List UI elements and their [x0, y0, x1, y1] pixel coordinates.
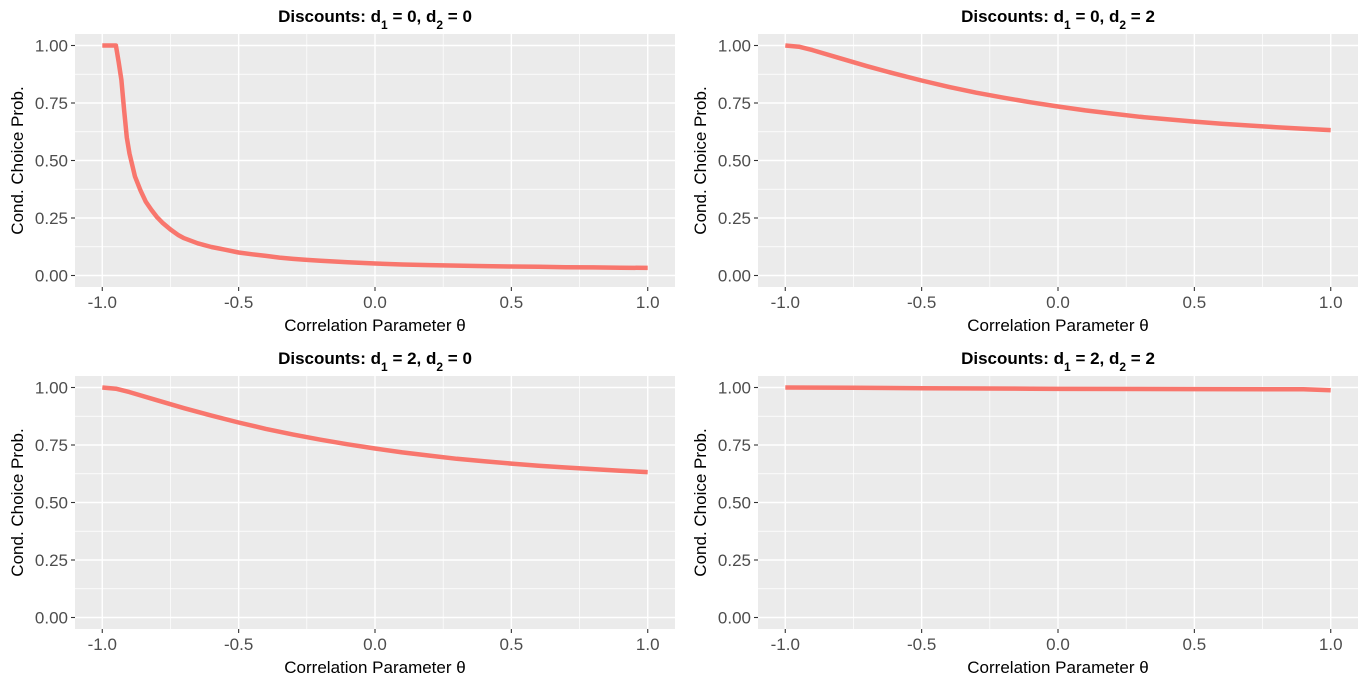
y-axis-title: Cond. Choice Prob.: [691, 428, 710, 576]
y-tick-label: 0.50: [718, 494, 751, 513]
x-tick-label: -1.0: [88, 293, 117, 312]
y-tick-label: 0.00: [718, 267, 751, 286]
x-tick-label: -1.0: [771, 293, 800, 312]
y-tick-label: 0.00: [718, 609, 751, 628]
panel-title: Discounts: d1 = 2, d2 = 0: [278, 349, 472, 374]
x-tick-label: 0.0: [1046, 635, 1070, 654]
x-tick-label: 0.0: [1046, 293, 1070, 312]
y-axis-title: Cond. Choice Prob.: [8, 428, 27, 576]
panel-title: Discounts: d1 = 0, d2 = 2: [961, 7, 1155, 32]
x-tick-label: 1.0: [1319, 293, 1343, 312]
y-tick-label: 0.75: [718, 436, 751, 455]
x-tick-label: 1.0: [1319, 635, 1343, 654]
y-tick-label: 1.00: [35, 37, 68, 56]
y-tick-label: 0.75: [35, 436, 68, 455]
chart-panel-2: -1.0 -0.5 0.0 0.5 1.0 0.00 0.25 0.50 0.75 1.00 Dis…: [691, 7, 1358, 335]
x-tick-label: 1.0: [636, 293, 660, 312]
x-tick-label: -0.5: [224, 293, 253, 312]
x-axis-title: Correlation Parameter θ: [284, 316, 465, 335]
y-tick-label: 0.25: [718, 209, 751, 228]
y-tick-label: 0.25: [35, 209, 68, 228]
chart-panel-1: -1.0 -0.5 0.0 0.5 1.0 0.00 0.25 0.50 0.75 1.00 Dis…: [8, 7, 675, 335]
y-axis-title: Cond. Choice Prob.: [691, 86, 710, 234]
x-tick-label: 0.5: [500, 635, 524, 654]
x-tick-label: 0.5: [500, 293, 524, 312]
y-tick-label: 1.00: [718, 379, 751, 398]
series-line-1: [785, 43, 1331, 133]
y-tick-label: 0.50: [35, 152, 68, 171]
x-tick-label: -1.0: [771, 635, 800, 654]
y-axis-title: Cond. Choice Prob.: [8, 86, 27, 234]
x-tick-label: -0.5: [907, 635, 936, 654]
y-tick-label: 0.25: [718, 551, 751, 570]
y-tick-label: 0.50: [35, 494, 68, 513]
y-tick-label: 0.50: [718, 152, 751, 171]
chart-panel-3: -1.0 -0.5 0.0 0.5 1.0 0.00 0.25 0.50 0.75 1.00 Dis…: [8, 349, 675, 677]
x-tick-label: -1.0: [88, 635, 117, 654]
y-tick-label: 0.75: [35, 94, 68, 113]
x-tick-label: 0.5: [1183, 293, 1207, 312]
y-tick-label: 0.25: [35, 551, 68, 570]
x-axis-title: Correlation Parameter θ: [967, 316, 1148, 335]
x-tick-label: 0.0: [363, 635, 387, 654]
y-tick-label: 0.00: [35, 609, 68, 628]
x-axis-title: Correlation Parameter θ: [284, 658, 465, 677]
panel-title: Discounts: d1 = 2, d2 = 2: [961, 349, 1155, 374]
y-tick-label: 0.00: [35, 267, 68, 286]
series-line-1: [102, 43, 648, 271]
x-tick-label: 0.0: [363, 293, 387, 312]
x-tick-label: -0.5: [224, 635, 253, 654]
y-tick-label: 1.00: [718, 37, 751, 56]
panel-title: Discounts: d1 = 0, d2 = 0: [278, 7, 472, 32]
y-tick-label: 1.00: [35, 379, 68, 398]
series-line-1: [102, 385, 648, 475]
x-tick-label: -0.5: [907, 293, 936, 312]
x-tick-label: 0.5: [1183, 635, 1207, 654]
y-tick-label: 0.75: [718, 94, 751, 113]
x-axis-title: Correlation Parameter θ: [967, 658, 1148, 677]
series-line-1: [785, 385, 1331, 393]
chart-panel-4: -1.0 -0.5 0.0 0.5 1.0 0.00 0.25 0.50 0.75 1.00 Dis…: [691, 349, 1358, 677]
x-tick-label: 1.0: [636, 635, 660, 654]
